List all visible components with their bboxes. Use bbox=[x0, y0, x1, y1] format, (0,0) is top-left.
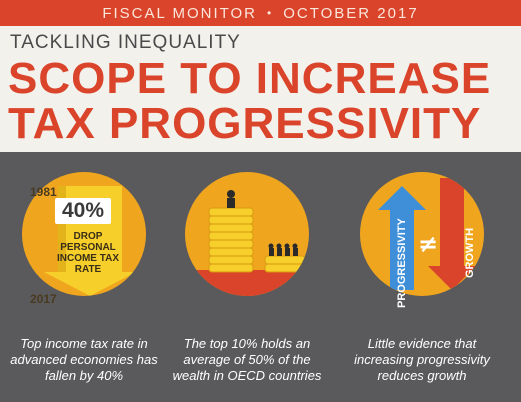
progressivity-circle bbox=[360, 172, 484, 296]
infographic-panel: Top income tax rate in advanced economie… bbox=[0, 152, 521, 402]
separator-dot: • bbox=[267, 6, 274, 20]
year-end: 2017 bbox=[30, 292, 57, 306]
not-equal-symbol: ≠ bbox=[418, 230, 439, 258]
progressivity-growth-arrows-icon bbox=[378, 178, 476, 290]
publication-date: OCTOBER 2017 bbox=[283, 4, 419, 22]
year-start: 1981 bbox=[30, 185, 57, 199]
top-banner: FISCAL MONITOR • OCTOBER 2017 bbox=[0, 0, 521, 26]
drop-label: DROP PERSONAL INCOME TAX RATE bbox=[56, 231, 120, 275]
growth-label: GROWTH bbox=[464, 227, 476, 278]
percent-drop: 40% bbox=[55, 198, 111, 224]
title-header: TACKLING INEQUALITY SCOPE TO INCREASE TA… bbox=[0, 26, 521, 152]
tax-drop-caption: Top income tax rate in advanced economie… bbox=[10, 336, 158, 383]
progressivity-label: PROGRESSIVITY bbox=[396, 218, 408, 308]
title-line-2: TAX PROGRESSIVITY bbox=[8, 99, 482, 148]
title-line-1: SCOPE TO INCREASE bbox=[8, 54, 492, 103]
wealth-circle bbox=[185, 172, 309, 296]
publication-name: FISCAL MONITOR bbox=[102, 4, 258, 22]
coin-stacks-icon bbox=[185, 190, 309, 296]
wealth-caption: The top 10% holds an average of 50% of t… bbox=[172, 336, 322, 383]
progressivity-caption: Little evidence that increasing progress… bbox=[354, 336, 490, 383]
subtitle: TACKLING INEQUALITY bbox=[10, 32, 241, 53]
